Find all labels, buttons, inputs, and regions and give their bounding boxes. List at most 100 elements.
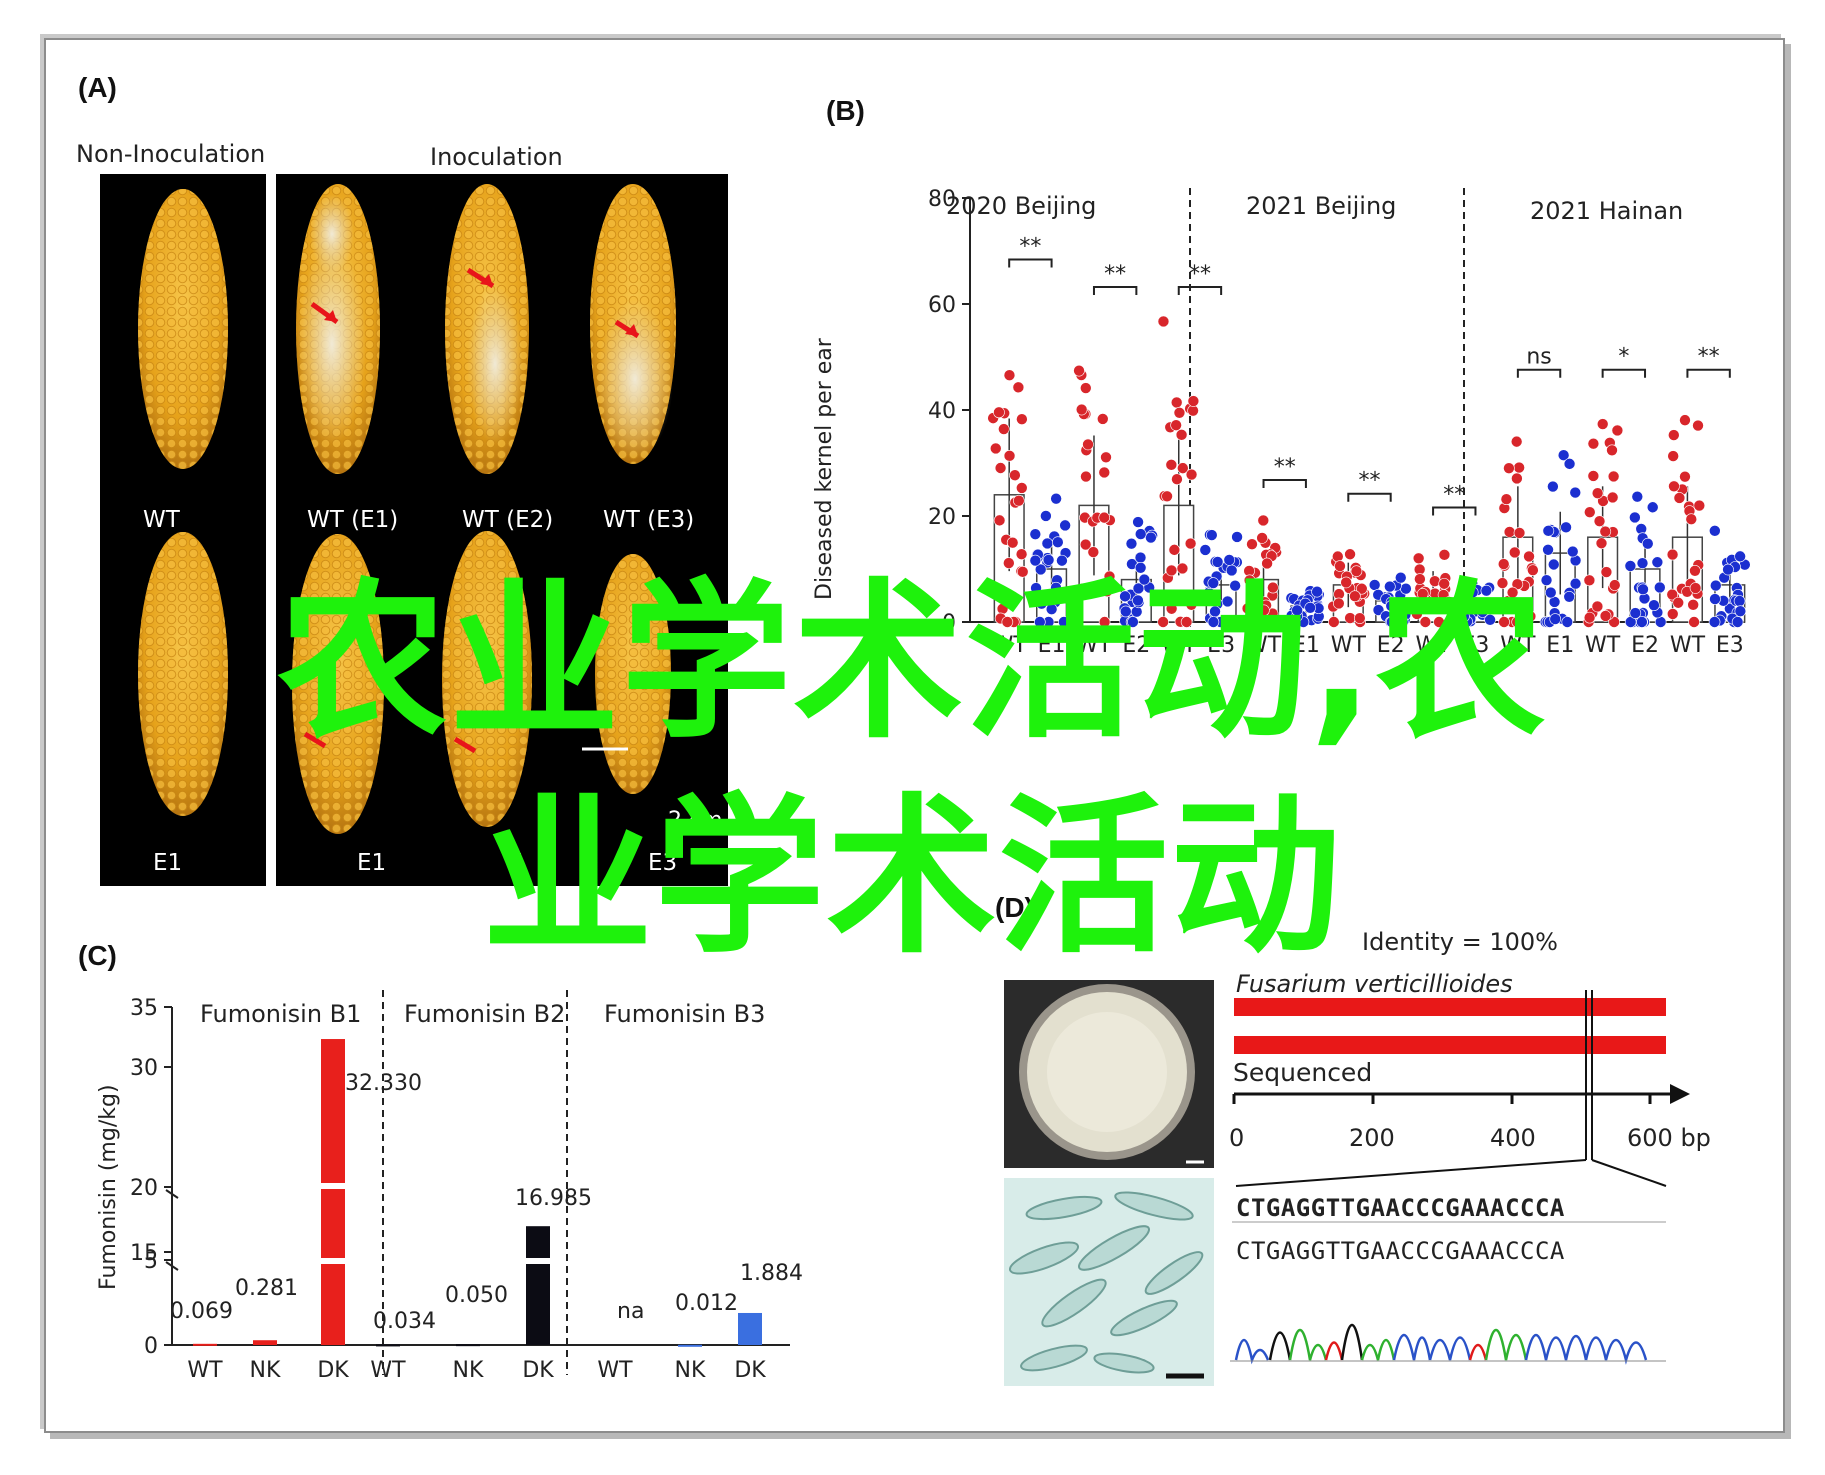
b-data-point xyxy=(1414,573,1426,585)
b-data-point xyxy=(1355,582,1368,595)
b-data-point xyxy=(1130,605,1143,618)
b-data-point xyxy=(1498,616,1510,628)
b-data-point xyxy=(1221,595,1234,608)
b-data-point xyxy=(1035,597,1048,610)
alignment-bar-query xyxy=(1234,1036,1666,1054)
c-xtick-label: DK xyxy=(734,1358,766,1383)
ear-label-wt: WT xyxy=(143,507,180,533)
group-label-2021-hainan: 2021 Hainan xyxy=(1530,197,1684,225)
b-data-point xyxy=(1052,536,1064,549)
c-bar xyxy=(526,1226,550,1345)
b-data-point xyxy=(1100,451,1112,464)
c-bar-break xyxy=(319,1183,347,1189)
b-data-point xyxy=(1511,616,1523,628)
ear-label-e2: E xyxy=(508,850,523,876)
b-data-point xyxy=(1170,396,1183,409)
b-data-point xyxy=(1241,602,1254,615)
c-bar xyxy=(193,1343,217,1346)
b-data-point xyxy=(1059,519,1071,532)
b-data-point xyxy=(1557,449,1570,462)
b-sig-label: ** xyxy=(1443,483,1465,508)
c-axis-break xyxy=(165,1189,179,1199)
c-xtick-label: DK xyxy=(522,1358,554,1383)
b-data-point xyxy=(1666,548,1679,561)
b-xtick-label: E3 xyxy=(1462,633,1490,658)
b-data-point xyxy=(1175,429,1188,441)
b-data-point xyxy=(1003,450,1016,462)
b-data-point xyxy=(1229,579,1241,592)
b-ytick-label: 20 xyxy=(928,505,956,530)
sequence-alignment-diagram xyxy=(1230,990,1690,1365)
b-sig-bracket xyxy=(1177,286,1223,296)
b-xtick-label: WT xyxy=(992,633,1028,658)
b-data-point xyxy=(1170,419,1182,431)
b-data-point xyxy=(1087,546,1100,558)
petri-dish-photo xyxy=(1004,980,1214,1168)
c-xtick-label: NK xyxy=(453,1358,484,1383)
b-data-point xyxy=(1058,616,1070,628)
b-data-point xyxy=(1173,406,1186,419)
b-data-point xyxy=(998,423,1010,435)
b-data-point xyxy=(1256,532,1268,544)
b-data-point xyxy=(1438,577,1450,590)
b-data-point xyxy=(1709,593,1721,605)
b-ytick-label: 80 xyxy=(928,187,956,212)
b-data-point xyxy=(1132,516,1144,528)
b-data-point xyxy=(1050,581,1062,594)
c-ytick-label: 20 xyxy=(130,1176,158,1201)
b-data-point xyxy=(1709,525,1721,537)
b-data-point xyxy=(1372,604,1385,616)
b-data-point xyxy=(1566,545,1579,558)
b-data-point xyxy=(1134,528,1147,540)
panel-d-letter: (D) xyxy=(995,892,1034,923)
b-data-point xyxy=(1207,577,1220,589)
b-data-point xyxy=(1500,493,1513,506)
b-data-point xyxy=(1443,601,1455,614)
b-data-point xyxy=(1079,538,1092,551)
b-data-point xyxy=(1606,444,1618,457)
reference-sequence: CTGAGGTTGAACCCGAAACCCA xyxy=(1236,1194,1565,1222)
c-xtick-label: WT xyxy=(187,1358,223,1383)
b-data-point xyxy=(1184,537,1197,550)
b-data-point xyxy=(1340,576,1352,589)
b-data-point xyxy=(1042,554,1055,566)
b-data-point xyxy=(1385,616,1398,628)
b-data-point xyxy=(1513,461,1525,474)
b-data-point xyxy=(1629,607,1642,619)
b-xtick-label: E2 xyxy=(1377,633,1405,658)
b-data-point xyxy=(1384,580,1396,593)
b-data-point xyxy=(1013,494,1025,507)
b-sig-bracket xyxy=(1008,258,1053,268)
b-data-point xyxy=(1673,492,1686,504)
b-data-point xyxy=(1709,579,1722,592)
axis-tick-0: 0 xyxy=(1229,1124,1245,1152)
c-ytick-label: 5 xyxy=(144,1249,158,1274)
b-data-point xyxy=(1497,558,1510,570)
b-data-point xyxy=(1542,525,1555,537)
c-ytick-label: 35 xyxy=(130,996,158,1021)
c-value-label: 1.884 xyxy=(740,1261,803,1286)
b-data-point xyxy=(1421,597,1434,610)
ear-label-wt-e3: WT (E3) xyxy=(603,507,695,533)
b-data-point xyxy=(1456,598,1469,610)
b-data-point xyxy=(1350,565,1363,577)
b-data-point xyxy=(1547,480,1559,493)
b-data-point xyxy=(1549,613,1562,625)
c-bar-break xyxy=(524,1183,552,1189)
b-data-point xyxy=(1668,480,1680,493)
c-ytick-label: 0 xyxy=(144,1334,158,1359)
b-data-point xyxy=(1511,472,1523,485)
b-data-point xyxy=(1030,582,1042,594)
b-data-point xyxy=(1503,526,1516,538)
c-xtick-label: NK xyxy=(675,1358,706,1383)
group-label-fumonisin-b3: Fumonisin B3 xyxy=(604,1000,766,1028)
c-bar xyxy=(456,1344,480,1347)
b-data-point xyxy=(1050,492,1062,505)
b-xtick-label: WT xyxy=(1246,633,1282,658)
c-xtick-label: NK xyxy=(250,1358,281,1383)
b-data-point xyxy=(1180,616,1193,628)
group-label-fumonisin-b2: Fumonisin B2 xyxy=(404,1000,566,1028)
b-data-point xyxy=(1119,605,1132,618)
b-data-point xyxy=(1134,551,1147,564)
b-data-point xyxy=(1015,482,1028,494)
